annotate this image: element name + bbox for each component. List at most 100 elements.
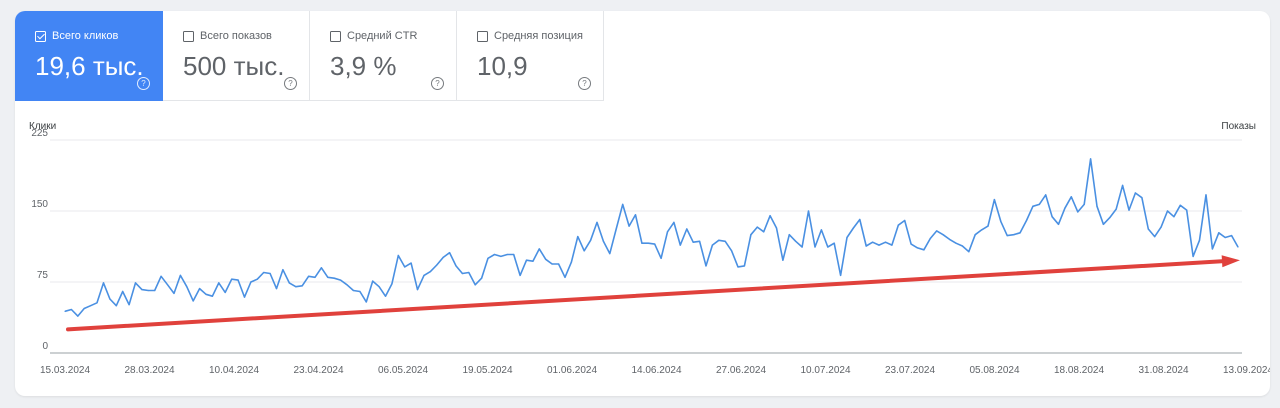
data-point <box>1218 232 1220 234</box>
data-point <box>1211 248 1213 250</box>
metric-label: Всего кликов <box>52 30 119 42</box>
data-point <box>1224 236 1226 239</box>
metric-label: Средняя позиция <box>494 30 583 42</box>
right-axis-title: Показы <box>1221 121 1256 132</box>
data-point <box>83 307 85 310</box>
data-point <box>577 236 579 238</box>
data-point <box>333 277 335 279</box>
data-point <box>538 248 540 250</box>
data-point <box>461 272 463 275</box>
data-point <box>968 251 970 253</box>
help-icon[interactable]: ? <box>431 77 444 90</box>
data-point <box>807 210 810 212</box>
x-tick-label: 10.04.2024 <box>209 365 259 376</box>
data-point <box>763 231 765 233</box>
data-point <box>1057 223 1060 225</box>
data-point <box>179 274 181 276</box>
data-point <box>814 246 816 248</box>
data-point <box>673 221 675 223</box>
data-point <box>263 271 265 274</box>
data-point <box>846 236 848 239</box>
data-point <box>513 253 515 256</box>
data-point <box>416 289 419 291</box>
data-point <box>96 302 98 304</box>
checkbox-icon[interactable] <box>330 30 341 42</box>
data-point <box>756 226 758 228</box>
data-point <box>128 304 130 306</box>
chart-grid <box>50 139 1242 354</box>
data-point <box>1102 223 1104 225</box>
data-point <box>455 265 457 267</box>
metric-value: 19,6 тыс. <box>35 51 144 81</box>
data-point <box>327 276 329 278</box>
data-point <box>878 244 880 246</box>
data-point <box>173 292 175 294</box>
data-point <box>1128 209 1130 211</box>
data-point <box>102 282 105 284</box>
data-point <box>859 218 861 221</box>
data-point <box>320 267 322 269</box>
data-point <box>301 285 303 287</box>
data-point <box>122 290 124 293</box>
x-tick-label: 28.03.2024 <box>124 365 174 376</box>
data-point <box>147 289 149 292</box>
y-tick-label: 0 <box>42 341 48 352</box>
data-point <box>743 265 746 267</box>
data-point <box>288 282 290 284</box>
x-tick-label: 27.06.2024 <box>716 365 766 376</box>
data-point <box>64 310 66 312</box>
data-point <box>942 234 944 236</box>
data-point <box>493 253 496 256</box>
data-point <box>769 215 771 217</box>
data-point <box>519 274 521 276</box>
data-point <box>481 277 483 279</box>
data-point <box>1019 232 1021 234</box>
data-point <box>564 276 566 278</box>
data-point <box>775 227 778 229</box>
data-point <box>1109 217 1111 219</box>
data-point <box>391 283 393 285</box>
checkbox-icon[interactable] <box>183 30 194 42</box>
data-point <box>500 255 502 257</box>
metric-total-impressions[interactable]: Всего показов 500 тыс. ? <box>163 11 310 101</box>
data-point <box>1032 205 1034 207</box>
data-point <box>1006 235 1008 237</box>
data-point <box>897 224 899 226</box>
data-point <box>1160 226 1162 228</box>
help-icon[interactable]: ? <box>578 77 591 90</box>
data-point <box>666 231 669 233</box>
data-point <box>1077 211 1079 213</box>
metric-total-clicks[interactable]: Всего кликов 19,6 тыс. ? <box>15 11 163 101</box>
metric-average-ctr[interactable]: Средний CTR 3,9 % ? <box>310 11 457 101</box>
data-point <box>237 279 239 281</box>
help-icon[interactable]: ? <box>284 77 297 90</box>
data-point <box>506 253 508 256</box>
data-point <box>1231 235 1233 237</box>
data-point <box>429 271 431 273</box>
data-point <box>1115 208 1117 210</box>
data-point <box>167 284 169 286</box>
data-point <box>692 241 694 243</box>
checkbox-icon[interactable] <box>477 30 488 42</box>
metric-average-position[interactable]: Средняя позиция 10,9 ? <box>457 11 604 101</box>
data-point <box>904 219 906 222</box>
data-point <box>449 252 451 254</box>
help-icon[interactable]: ? <box>137 77 150 90</box>
data-point <box>269 272 271 275</box>
data-point <box>468 271 470 274</box>
data-point <box>788 234 790 236</box>
data-point <box>840 274 842 276</box>
data-point <box>1090 158 1092 160</box>
data-point <box>308 275 310 277</box>
checkbox-icon[interactable] <box>35 30 46 42</box>
data-point <box>622 203 624 205</box>
data-point <box>1173 216 1175 218</box>
data-point <box>1198 239 1201 241</box>
data-point <box>929 237 931 240</box>
data-point <box>961 245 964 247</box>
y-tick-label: 225 <box>31 128 48 139</box>
data-point <box>910 243 912 245</box>
y-tick-label: 75 <box>37 270 49 281</box>
data-point <box>372 280 374 282</box>
x-axis: 15.03.2024 28.03.2024 10.04.2024 23.04.2024… <box>40 365 1270 376</box>
